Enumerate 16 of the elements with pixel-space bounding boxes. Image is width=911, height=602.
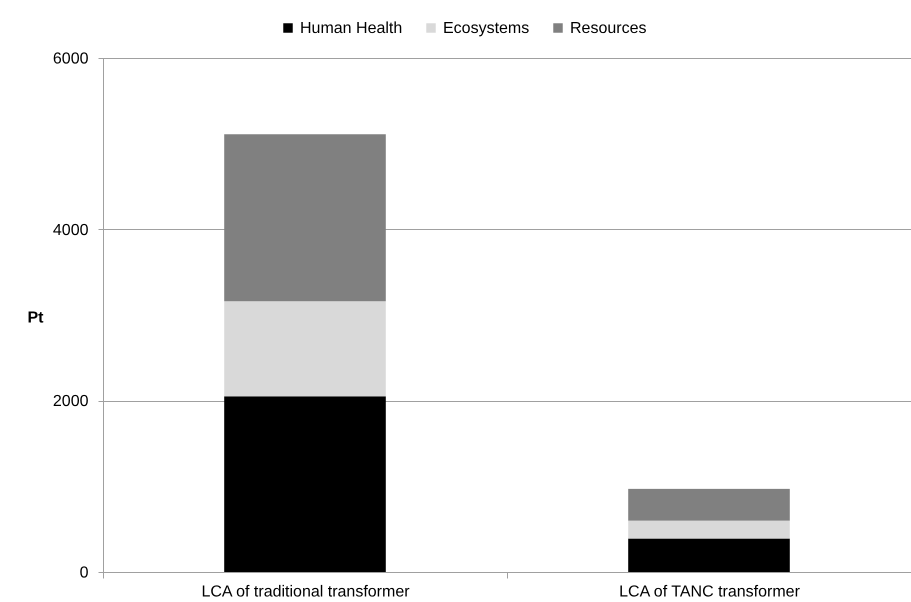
y-tick-label: 4000 [52,222,89,239]
bar [224,134,386,302]
bar [628,538,790,572]
legend-label: Ecosystems [443,20,530,37]
y-tick-label: 0 [80,564,89,582]
y-tick-label: 6000 [52,50,89,68]
legend-label: Human Health [300,20,402,37]
bar [224,301,386,396]
legend-label: Resources [570,20,646,37]
y-tick-label: 2000 [52,393,89,410]
bar [628,520,790,539]
bar [224,396,386,572]
x-tick-label: LCA of TANC transformer [619,584,801,600]
y-axis-title: Pt [28,310,44,326]
bar [628,488,790,521]
x-tick-label: LCA of traditional transformer [201,584,410,600]
